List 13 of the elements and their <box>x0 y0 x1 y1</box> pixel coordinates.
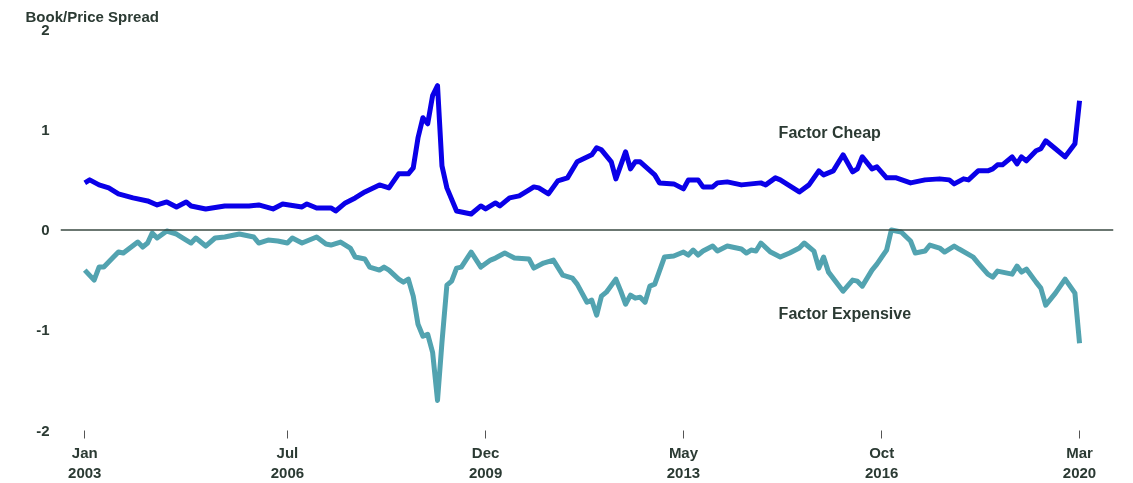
x-tick-label: Dec 2009 <box>468 443 503 481</box>
x-tick-label: May 2013 <box>666 443 701 481</box>
series-label: Factor Cheap <box>778 124 882 142</box>
y-tick-label: -1 <box>36 321 50 339</box>
x-tick-label: Oct 2016 <box>864 443 899 481</box>
y-tick-label: -2 <box>36 421 50 439</box>
y-axis-title: Book/Price Spread <box>25 7 159 25</box>
y-tick-label: 0 <box>41 221 50 238</box>
series-label: Factor Expensive <box>778 304 912 322</box>
y-tick-label: 1 <box>41 120 50 138</box>
x-tick-label: Jul 2006 <box>270 443 305 481</box>
x-tick-label: Jan 2003 <box>68 443 102 481</box>
x-tick-label: Mar 2020 <box>1062 443 1097 481</box>
